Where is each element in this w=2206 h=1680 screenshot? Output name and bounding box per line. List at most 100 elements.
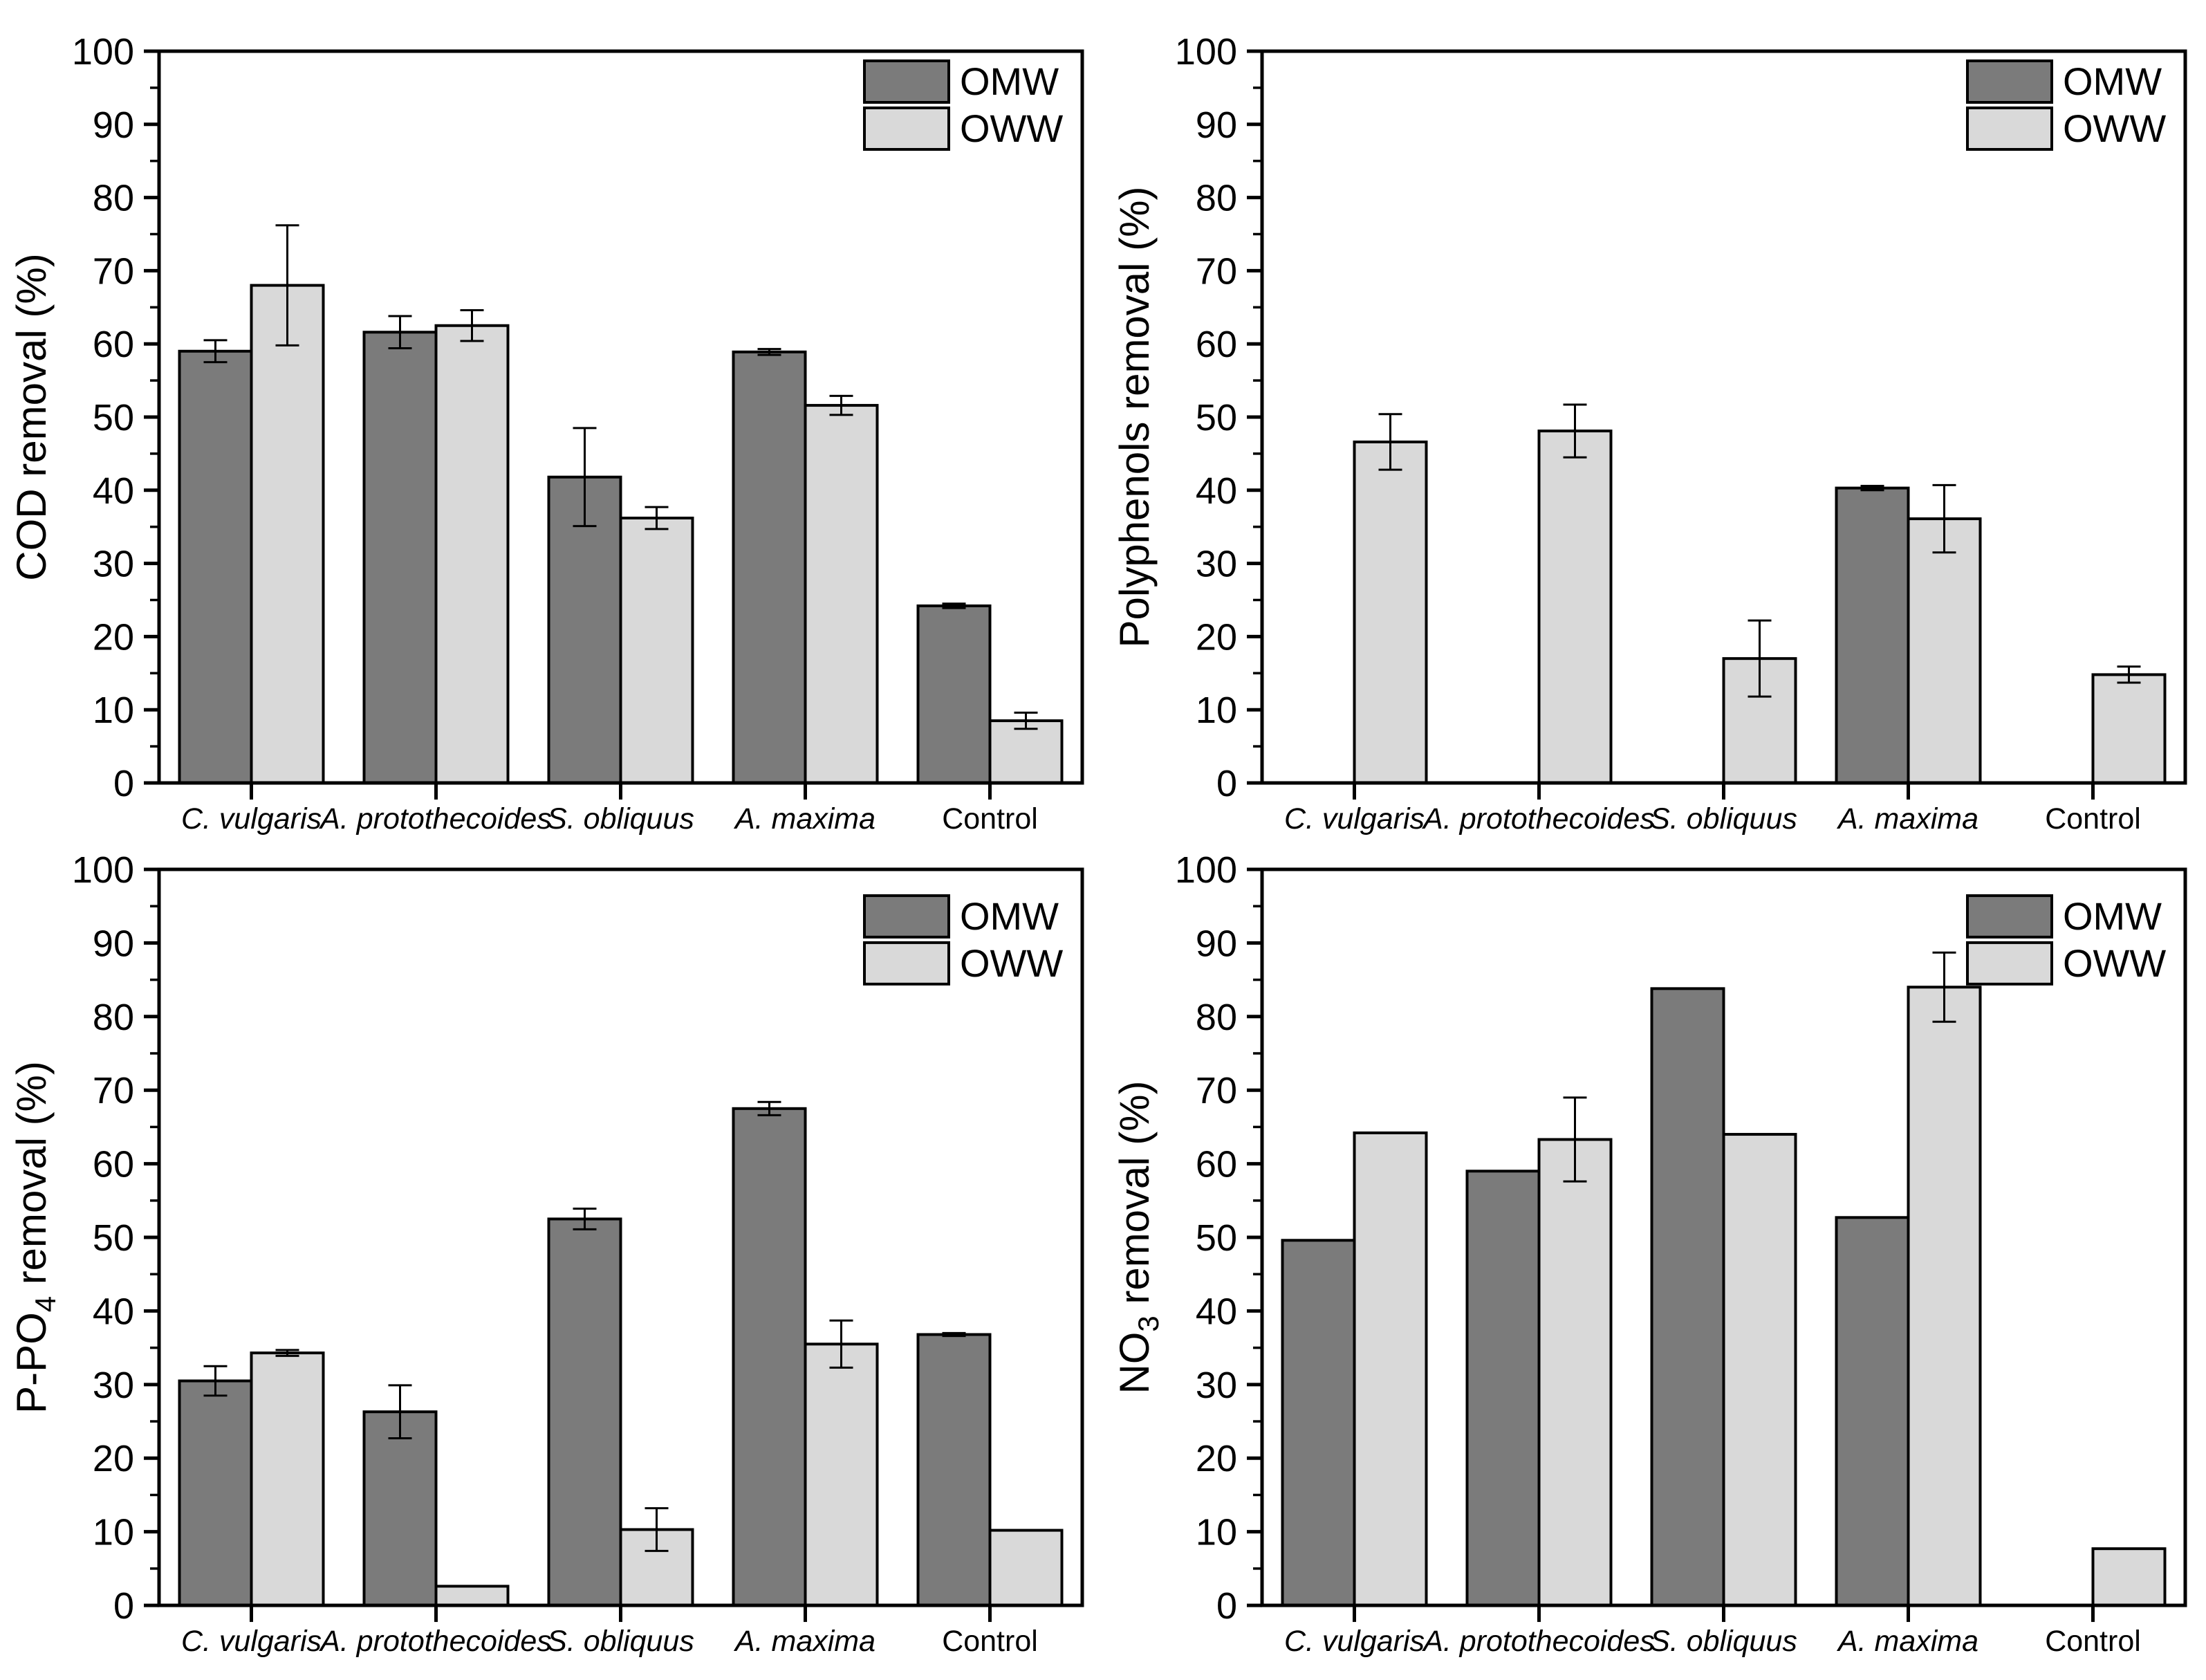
panel-cod-removal-chart: COD removal (%) 0 10 20 30 40 50 60 70 80 90 100 C. … xyxy=(8,31,1084,836)
legend-label-omw: OMW xyxy=(2063,59,2162,103)
legend-label-oww: OWW xyxy=(2063,107,2166,150)
bar-omw-a-protothecoides xyxy=(1465,1170,1541,1607)
bar-oww-a-protothecoides xyxy=(434,1585,510,1607)
bar-oww-control xyxy=(988,1529,1064,1607)
x-tick-label: C. vulgaris xyxy=(1284,802,1425,836)
bar-omw-s-obliquus xyxy=(1650,987,1725,1607)
bar-omw-a-protothecoides xyxy=(362,1410,438,1607)
x-tick-label: A. maxima xyxy=(733,1625,875,1658)
y-tick-label: 90 xyxy=(1196,923,1237,964)
x-tick-label: Control xyxy=(942,1625,1038,1658)
legend-label-oww: OWW xyxy=(2063,941,2166,985)
x-tick-label: A. maxima xyxy=(1836,802,1978,836)
bar-oww-s-obliquus xyxy=(1722,1133,1797,1607)
x-tick-label: A. maxima xyxy=(733,802,875,836)
y-tick-label: 100 xyxy=(1175,849,1237,891)
legend-label-omw: OMW xyxy=(960,59,1059,103)
x-tick-label: C. vulgaris xyxy=(1284,1625,1425,1658)
bar-oww-a-protothecoides xyxy=(434,324,510,784)
bar-omw-control xyxy=(916,1333,992,1607)
legend-swatch-oww xyxy=(863,107,950,151)
plot-frame xyxy=(1260,49,2187,785)
bar-omw-c-vulgaris xyxy=(178,1379,253,1607)
bar-omw-a-maxima xyxy=(1835,486,1910,784)
y-tick-label: 70 xyxy=(1196,1070,1237,1111)
y-tick-label: 100 xyxy=(1175,31,1237,73)
y-tick-label: 80 xyxy=(93,997,134,1038)
bar-omw-a-maxima xyxy=(732,350,807,784)
x-tick-label: C. vulgaris xyxy=(181,1625,322,1658)
y-tick-label: 0 xyxy=(1216,1585,1237,1627)
y-tick-label: 50 xyxy=(93,1217,134,1259)
y-tick-label: 100 xyxy=(72,31,134,73)
x-tick-label: S. obliquus xyxy=(1650,1625,1797,1658)
y-tick-label: 50 xyxy=(1196,397,1237,439)
x-tick-label: S. obliquus xyxy=(547,802,694,836)
bar-omw-a-maxima xyxy=(1835,1216,1910,1607)
bar-oww-c-vulgaris xyxy=(1353,1131,1428,1607)
bar-oww-a-maxima xyxy=(1907,986,1982,1607)
legend-label-oww: OWW xyxy=(960,107,1063,150)
y-axis-title: Polyphenols removal (%) xyxy=(1111,187,1158,648)
x-tick-label: Control xyxy=(2045,802,2141,836)
plot-frame xyxy=(157,867,1084,1607)
bar-oww-a-protothecoides xyxy=(1537,430,1613,784)
panel-p-po4-removal-chart: P-PO4 removal (%) 0 10 20 30 40 50 60 70 80 90 100 C… xyxy=(8,849,1084,1658)
y-tick-label: 50 xyxy=(93,397,134,439)
y-tick-label: 30 xyxy=(1196,544,1237,585)
y-tick-label: 70 xyxy=(93,1070,134,1111)
y-tick-label: 60 xyxy=(1196,1144,1237,1185)
y-tick-label: 90 xyxy=(93,923,134,964)
bar-oww-c-vulgaris xyxy=(250,1351,325,1607)
bar-oww-s-obliquus xyxy=(619,517,694,785)
bar-oww-control xyxy=(2091,1547,2167,1607)
bar-omw-s-obliquus xyxy=(547,475,622,784)
legend-label-omw: OMW xyxy=(2063,894,2162,938)
bar-omw-c-vulgaris xyxy=(178,349,253,784)
y-tick-label: 0 xyxy=(113,763,134,804)
y-tick-label: 10 xyxy=(1196,690,1237,731)
y-tick-label: 20 xyxy=(1196,1438,1237,1479)
y-tick-label: 30 xyxy=(93,1365,134,1406)
y-tick-label: 50 xyxy=(1196,1217,1237,1259)
panel-no3-removal-chart: NO3 removal (%) 0 10 20 30 40 50 60 70 80 90 100 C. … xyxy=(1111,849,2187,1658)
y-tick-label: 60 xyxy=(93,1144,134,1185)
panel-polyphenols-removal-chart: Polyphenols removal (%) 0 10 20 30 40 50 60 70 80… xyxy=(1111,31,2187,836)
x-tick-label: Control xyxy=(2045,1625,2141,1658)
y-tick-label: 80 xyxy=(1196,178,1237,219)
y-tick-label: 20 xyxy=(1196,616,1237,658)
bar-omw-s-obliquus xyxy=(547,1217,622,1607)
legend-label-omw: OMW xyxy=(960,894,1059,938)
legend-swatch-omw xyxy=(1966,894,2053,939)
x-tick-label: S. obliquus xyxy=(1650,802,1797,836)
x-tick-label: A. protothecoides xyxy=(318,1625,552,1658)
bar-omw-c-vulgaris xyxy=(1281,1239,1356,1607)
bar-oww-a-maxima xyxy=(804,1342,879,1607)
bar-oww-control xyxy=(988,719,1064,784)
bar-oww-c-vulgaris xyxy=(1353,440,1428,784)
plot-frame xyxy=(1260,867,2187,1607)
y-tick-label: 100 xyxy=(72,849,134,891)
x-tick-label: S. obliquus xyxy=(547,1625,694,1658)
x-tick-label: A. maxima xyxy=(1836,1625,1978,1658)
y-tick-label: 80 xyxy=(93,178,134,219)
y-tick-label: 40 xyxy=(93,1291,134,1332)
y-tick-label: 0 xyxy=(113,1585,134,1627)
y-axis-title: P-PO4 removal (%) xyxy=(8,1061,62,1414)
y-tick-label: 0 xyxy=(1216,763,1237,804)
y-tick-label: 20 xyxy=(93,616,134,658)
bar-omw-control xyxy=(916,604,992,784)
legend-label-oww: OWW xyxy=(960,941,1063,985)
y-tick-label: 90 xyxy=(1196,104,1237,146)
legend-swatch-omw xyxy=(863,59,950,104)
y-axis-title: NO3 removal (%) xyxy=(1111,1081,1165,1394)
x-tick-label: A. protothecoides xyxy=(1421,1625,1655,1658)
legend-swatch-oww xyxy=(1966,941,2053,986)
y-tick-label: 10 xyxy=(1196,1512,1237,1553)
y-tick-label: 20 xyxy=(93,1438,134,1479)
y-tick-label: 30 xyxy=(93,544,134,585)
bar-oww-a-maxima xyxy=(1907,517,1982,784)
x-tick-label: Control xyxy=(942,802,1038,836)
y-tick-label: 10 xyxy=(93,690,134,731)
